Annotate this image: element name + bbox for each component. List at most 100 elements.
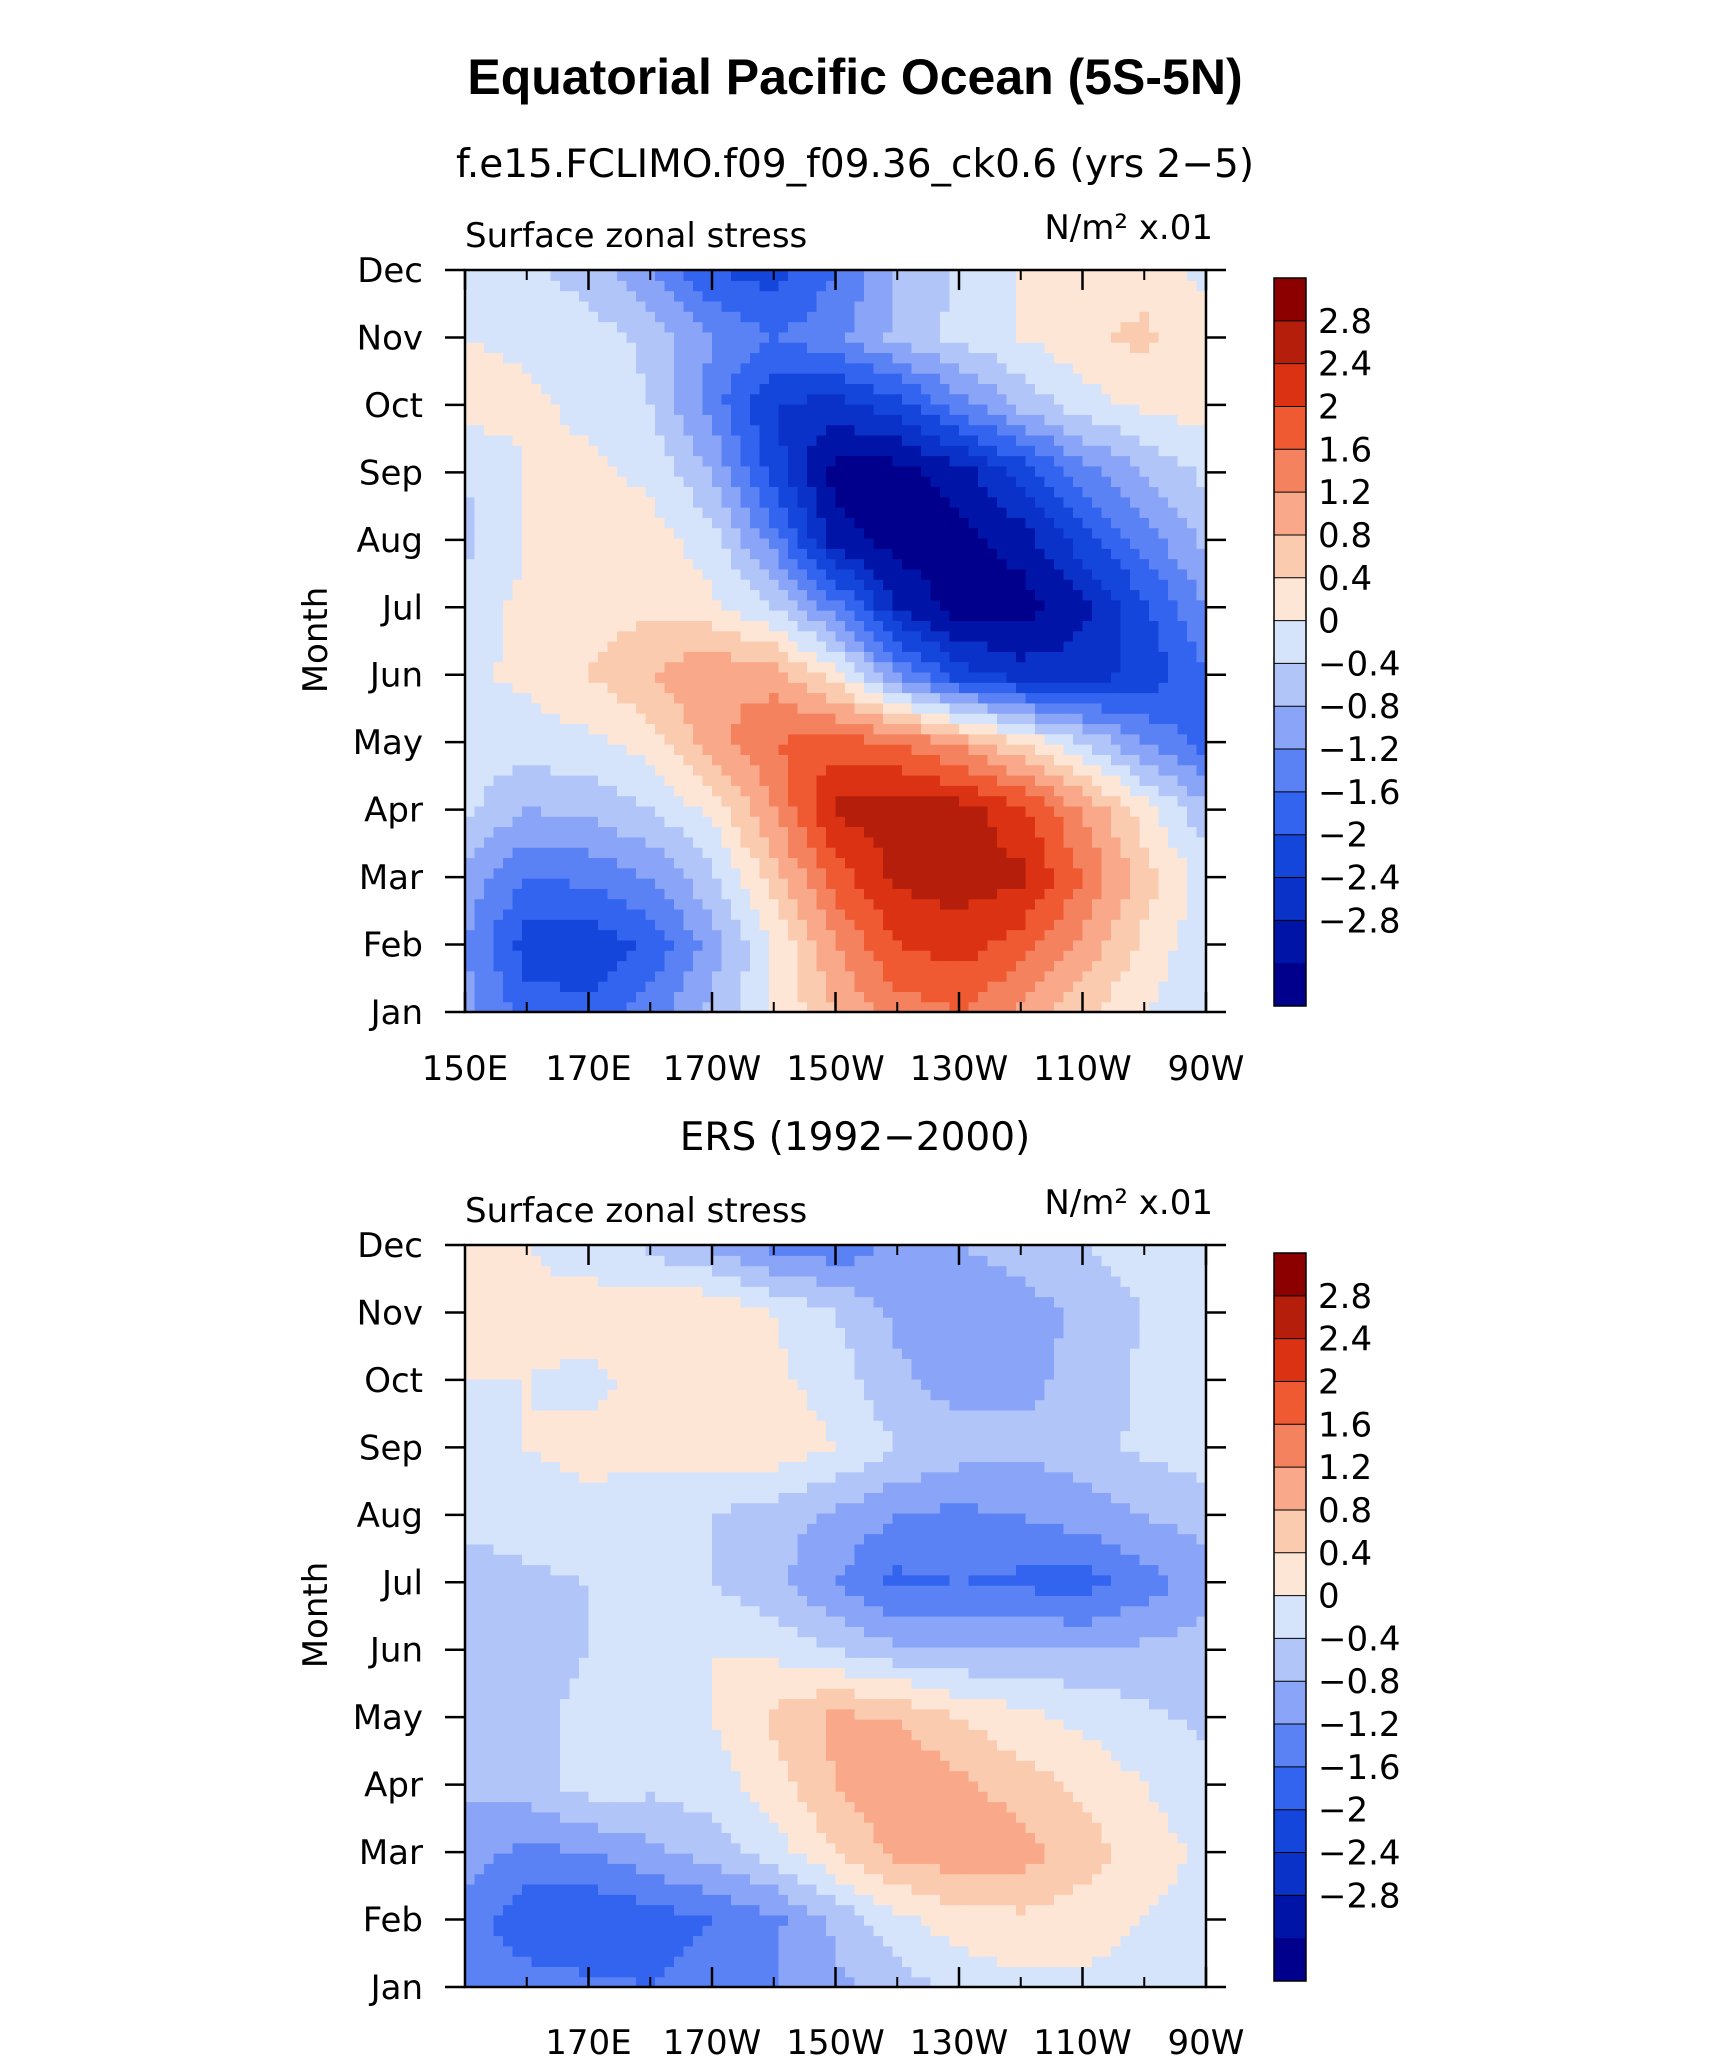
heatmap-cell: [731, 826, 742, 838]
units-label: N/m² x.01: [1044, 208, 1213, 248]
heatmap-cell: [987, 836, 998, 848]
heatmap-cell: [607, 836, 618, 848]
heatmap-cell: [1187, 816, 1198, 828]
heatmap-cell: [531, 641, 542, 652]
heatmap-cell: [712, 744, 723, 755]
heatmap-cell: [864, 991, 875, 1003]
heatmap-cell: [522, 568, 533, 580]
heatmap-cell: [778, 970, 789, 982]
heatmap-cell: [1054, 867, 1065, 879]
heatmap-cell: [1168, 1001, 1179, 1013]
heatmap-cell: [1168, 713, 1179, 725]
heatmap-cell: [959, 671, 970, 683]
heatmap-cell: [968, 857, 979, 869]
heatmap-cell: [560, 816, 571, 828]
heatmap-cell: [474, 455, 485, 467]
heatmap-cell: [721, 795, 732, 807]
heatmap-cell: [1168, 836, 1179, 848]
heatmap-cell: [1016, 713, 1027, 725]
heatmap-cell: [788, 836, 799, 848]
heatmap-cell: [579, 589, 590, 601]
heatmap-cell: [531, 507, 542, 518]
heatmap-cell: [759, 630, 770, 642]
heatmap-cell: [626, 445, 637, 457]
heatmap-cell: [1196, 548, 1207, 560]
heatmap-cell: [693, 713, 704, 725]
heatmap-cell: [541, 1001, 552, 1013]
heatmap-cell: [607, 517, 618, 529]
heatmap-cell: [674, 362, 685, 374]
heatmap-cell: [959, 713, 970, 725]
heatmap-cell: [1158, 403, 1169, 415]
heatmap-cell: [588, 414, 599, 426]
heatmap-cell: [1111, 919, 1122, 931]
heatmap-cell: [797, 919, 808, 931]
heatmap-cell: [911, 517, 922, 529]
heatmap-cell: [693, 857, 704, 869]
heatmap-cell: [560, 991, 571, 1003]
heatmap-cell: [674, 486, 685, 498]
heatmap-cell: [560, 702, 571, 714]
heatmap-cell: [740, 362, 751, 374]
heatmap-cell: [1054, 929, 1065, 941]
heatmap-cell: [588, 764, 599, 776]
heatmap-cell: [921, 383, 932, 395]
heatmap-cell: [1025, 445, 1036, 457]
heatmap-cell: [1130, 929, 1141, 941]
heatmap-cell: [1196, 939, 1207, 951]
heatmap-cell: [493, 558, 504, 570]
heatmap-cell: [1082, 713, 1093, 725]
heatmap-cell: [645, 589, 656, 601]
heatmap-cell: [1149, 424, 1160, 436]
heatmap-cell: [1187, 599, 1198, 611]
heatmap-cell: [1054, 610, 1065, 621]
heatmap-cell: [1149, 445, 1160, 457]
heatmap-cell: [731, 434, 742, 446]
heatmap-cell: [1120, 702, 1131, 714]
heatmap-cell: [1035, 414, 1046, 426]
heatmap-cell: [1177, 991, 1188, 1003]
heatmap-cell: [465, 383, 476, 395]
heatmap-cell: [721, 589, 732, 601]
heatmap-cell: [816, 517, 827, 529]
heatmap-cell: [1073, 929, 1084, 941]
heatmap-cell: [712, 352, 723, 364]
heatmap-cell: [1196, 496, 1207, 508]
heatmap-cell: [636, 847, 647, 859]
heatmap-cell: [778, 661, 789, 673]
heatmap-cell: [1073, 878, 1084, 889]
heatmap-cell: [1006, 723, 1017, 735]
heatmap-cell: [474, 733, 485, 745]
heatmap-cell: [1120, 630, 1131, 642]
heatmap-cell: [1177, 671, 1188, 683]
heatmap-cell: [493, 929, 504, 941]
heatmap-cell: [579, 939, 590, 951]
heatmap-cell: [569, 970, 580, 982]
heatmap-cell: [1101, 692, 1112, 704]
heatmap-cell: [731, 774, 742, 786]
heatmap-cell: [522, 785, 533, 797]
heatmap-cell: [835, 424, 846, 436]
heatmap-cell: [911, 857, 922, 869]
heatmap-cell: [522, 774, 533, 786]
heatmap-cell: [854, 548, 865, 560]
heatmap-cell: [1101, 960, 1112, 972]
heatmap-cell: [778, 424, 789, 436]
heatmap-cell: [1016, 383, 1027, 395]
heatmap-cell: [636, 857, 647, 869]
heatmap-cell: [474, 496, 485, 508]
heatmap-cell: [636, 713, 647, 725]
heatmap-cell: [1025, 527, 1036, 539]
heatmap-cell: [683, 929, 694, 941]
heatmap-cell: [645, 651, 656, 663]
heatmap-cell: [1073, 816, 1084, 828]
heatmap-cell: [1063, 692, 1074, 704]
heatmap-cell: [1063, 393, 1074, 405]
heatmap-cell: [598, 486, 609, 498]
heatmap-cell: [512, 589, 523, 601]
heatmap-cell: [645, 527, 656, 539]
heatmap-cell: [864, 671, 875, 683]
heatmap-cell: [892, 888, 903, 900]
heatmap-cell: [968, 919, 979, 931]
heatmap-cell: [531, 486, 542, 498]
